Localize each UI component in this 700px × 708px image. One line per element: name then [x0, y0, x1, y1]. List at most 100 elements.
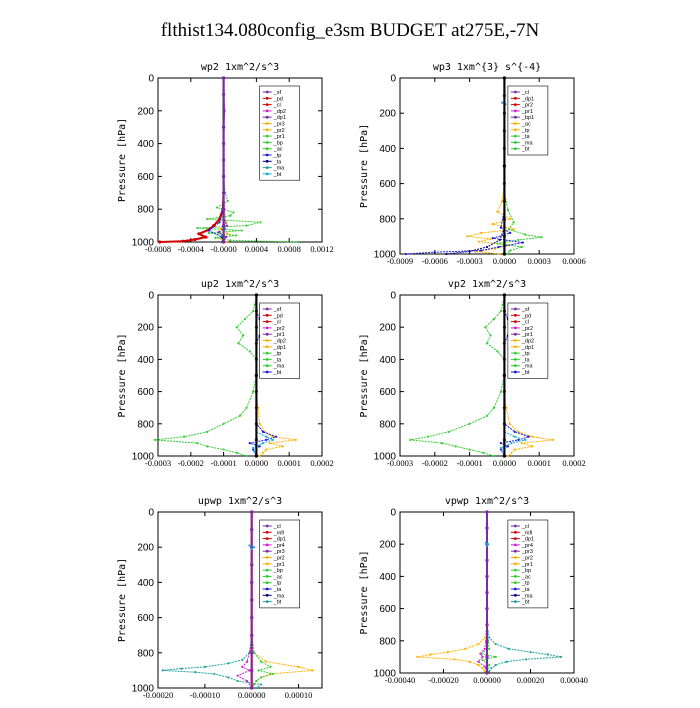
x-tick-label: 0.00000 [473, 675, 501, 685]
legend-label: _dp2 [273, 339, 286, 345]
legend-label: _pr1 [273, 332, 285, 338]
y-tick-label: 800 [137, 648, 154, 659]
legend-label: _bt [273, 172, 282, 178]
legend-marker [514, 339, 517, 342]
y-axis-label: Pressure [hPa] [117, 333, 128, 417]
legend-marker [514, 371, 517, 374]
legend-label: _cl [521, 524, 529, 530]
data-point-pr2 [552, 439, 554, 441]
y-tick-label: 600 [379, 387, 396, 398]
data-point-pr1 [244, 318, 246, 320]
legend-marker [266, 314, 269, 317]
data-point-ta [469, 250, 471, 252]
data-point-pr1 [223, 448, 225, 450]
data-point-cl [485, 623, 488, 626]
y-tick-label: 200 [137, 106, 154, 117]
y-tick-label: 400 [379, 144, 396, 155]
data-point-ma [503, 374, 506, 377]
series-line-ta [446, 228, 504, 254]
legend-label: _mfl [521, 530, 532, 536]
legend-label: _pr1 [521, 332, 533, 338]
y-tick-label: 800 [379, 419, 396, 430]
data-point-pr2 [469, 661, 471, 663]
y-tick-label: 800 [379, 636, 396, 647]
legend-marker [266, 97, 269, 100]
y-tick-label: 400 [379, 572, 396, 583]
data-point-tp [509, 232, 511, 234]
data-point-pr2 [484, 670, 486, 672]
y-tick-label: 600 [379, 179, 396, 190]
legend-label: _pr1 [273, 134, 285, 140]
data-point-bt [485, 541, 487, 543]
legend-marker [266, 173, 269, 176]
y-tick-label: 200 [137, 323, 154, 334]
data-point-tp [528, 436, 530, 438]
series-line-pr2 [504, 392, 553, 456]
y-tick-label: 400 [379, 355, 396, 366]
data-point-pr1 [448, 431, 450, 433]
legend-label: _pd [521, 313, 531, 319]
data-point-pr1 [154, 439, 156, 441]
data-point-pr1 [269, 666, 271, 668]
data-point-pr1 [455, 445, 457, 447]
legend-label: _cl [273, 524, 281, 530]
legend-label: _ma [521, 593, 534, 599]
x-tick-label: -0.0003 [456, 256, 482, 266]
y-axis-label: Pressure [hPa] [117, 118, 128, 202]
panel-title: wp3 1xm^{3} s^{-4} [433, 62, 541, 73]
data-point-tp [500, 442, 502, 444]
x-tick-label: 0.0012 [310, 244, 333, 254]
data-point-pr1 [496, 350, 498, 352]
data-point-pr1 [239, 415, 241, 417]
data-point-pr1 [208, 232, 210, 234]
data-point-tp [498, 246, 500, 248]
series-line-pr1 [410, 295, 504, 456]
legend-marker [514, 97, 517, 100]
data-point-ac [540, 236, 542, 238]
data-point-pr1 [493, 407, 495, 409]
data-point-pr1 [496, 211, 498, 213]
legend-label: _bt [521, 600, 530, 606]
legend-label: _ta [521, 357, 531, 363]
data-point-pr2 [312, 669, 314, 671]
data-point-tp [237, 680, 239, 682]
legend-marker [514, 122, 517, 125]
x-tick-label: -0.0003 [387, 458, 413, 468]
data-point-cl [222, 240, 225, 243]
data-point-ta [252, 447, 254, 449]
data-point-ta [262, 442, 264, 444]
data-point-pr2 [507, 455, 509, 457]
data-point-pr2 [509, 423, 511, 425]
x-tick-label: -0.0001 [456, 458, 482, 468]
legend-marker [514, 116, 517, 119]
x-tick-label: 0.0004 [245, 244, 269, 254]
data-point-pr2 [514, 448, 516, 450]
data-point-pr2 [265, 661, 267, 663]
legend-marker [266, 531, 269, 534]
legend-label: _ta [273, 159, 283, 165]
legend-label: _bp1 [521, 115, 534, 121]
legend-label: _tp [521, 351, 530, 357]
legend-marker [266, 160, 269, 163]
legend-marker [514, 135, 517, 138]
legend-label: _pd [273, 96, 283, 102]
legend-label: _pr2 [521, 103, 533, 109]
data-point-tp [508, 648, 510, 650]
data-point-cl [250, 669, 253, 672]
x-tick-label: 0.0003 [528, 256, 551, 266]
data-point-pr1 [245, 225, 247, 227]
y-tick-label: 600 [137, 172, 154, 183]
data-point-pr2 [531, 436, 533, 438]
data-point-ta [499, 239, 501, 241]
legend-label: _ac [521, 574, 531, 580]
data-point-ta [514, 436, 516, 438]
data-point-tp [241, 659, 243, 661]
legend-marker [514, 147, 517, 150]
data-point-ta [524, 439, 526, 441]
data-point-pr1 [249, 350, 251, 352]
data-point-pr1 [466, 235, 468, 237]
legend-label: _dp1 [521, 96, 534, 102]
data-point-ma [503, 252, 506, 255]
series-line-tp [487, 625, 561, 673]
data-point-pr1 [489, 238, 491, 240]
